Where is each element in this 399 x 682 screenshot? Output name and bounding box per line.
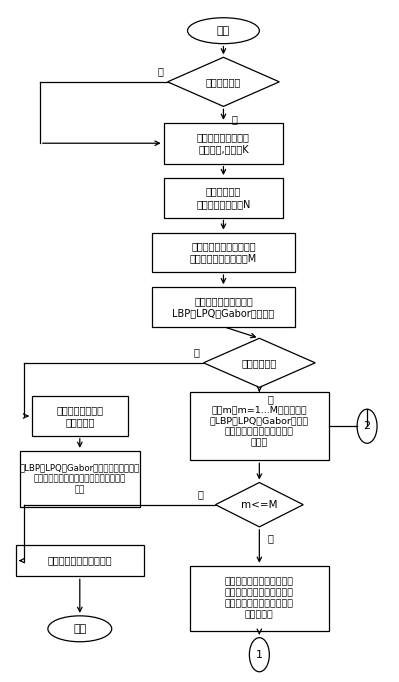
- Text: 将第m（m=1...M）张人脸图
像LBP、LPQ、Gabor特征与
特征库特征进行一一余弦距
离计算: 将第m（m=1...M）张人脸图 像LBP、LPQ、Gabor特征与 特征库特征…: [210, 405, 309, 447]
- Text: 将获得的余弦距离加权后与
阈值进行判断，得到大于阈
值的所有特征、相对应学生
姓名、照片: 将获得的余弦距离加权后与 阈值进行判断，得到大于阈 值的所有特征、相对应学生 姓…: [225, 577, 294, 619]
- Text: 是否初次考勤: 是否初次考勤: [242, 358, 277, 368]
- Text: 将考勤结果存储在服务器: 将考勤结果存储在服务器: [47, 556, 112, 565]
- Text: 2: 2: [363, 421, 371, 431]
- Text: 是否初次考勤: 是否初次考勤: [206, 77, 241, 87]
- Text: 从服务器获得特征库
和照片库,容量为K: 从服务器获得特征库 和照片库,容量为K: [197, 132, 250, 154]
- Text: 结束: 结束: [73, 624, 87, 634]
- Text: 否: 否: [231, 115, 237, 125]
- Text: 否: 否: [198, 489, 203, 499]
- Text: 显示人脸图片，完
成人工考勤: 显示人脸图片，完 成人工考勤: [56, 405, 103, 427]
- Text: 从摄像机获得
多幅图像，容量为N: 从摄像机获得 多幅图像，容量为N: [196, 187, 251, 209]
- Text: 对归一化人脸图像进行
LBP、LPQ、Gabor特征提取: 对归一化人脸图像进行 LBP、LPQ、Gabor特征提取: [172, 296, 275, 318]
- Text: 1: 1: [256, 650, 263, 659]
- Text: 否: 否: [267, 394, 273, 404]
- Text: 是: 是: [194, 347, 200, 357]
- Text: 是: 是: [267, 533, 273, 544]
- Text: m<=M: m<=M: [241, 500, 278, 509]
- Text: 开始: 开始: [217, 26, 230, 35]
- Text: 将LBP、LPQ、Gabor特征、相对应学生姓
名、照片存储在服务器，形成特征库和照
片库: 将LBP、LPQ、Gabor特征、相对应学生姓 名、照片存储在服务器，形成特征库…: [20, 463, 140, 494]
- Text: 是: 是: [158, 66, 164, 76]
- Text: 对多幅图像进行人脸检测
获得多张人脸，容量为M: 对多幅图像进行人脸检测 获得多张人脸，容量为M: [190, 241, 257, 263]
